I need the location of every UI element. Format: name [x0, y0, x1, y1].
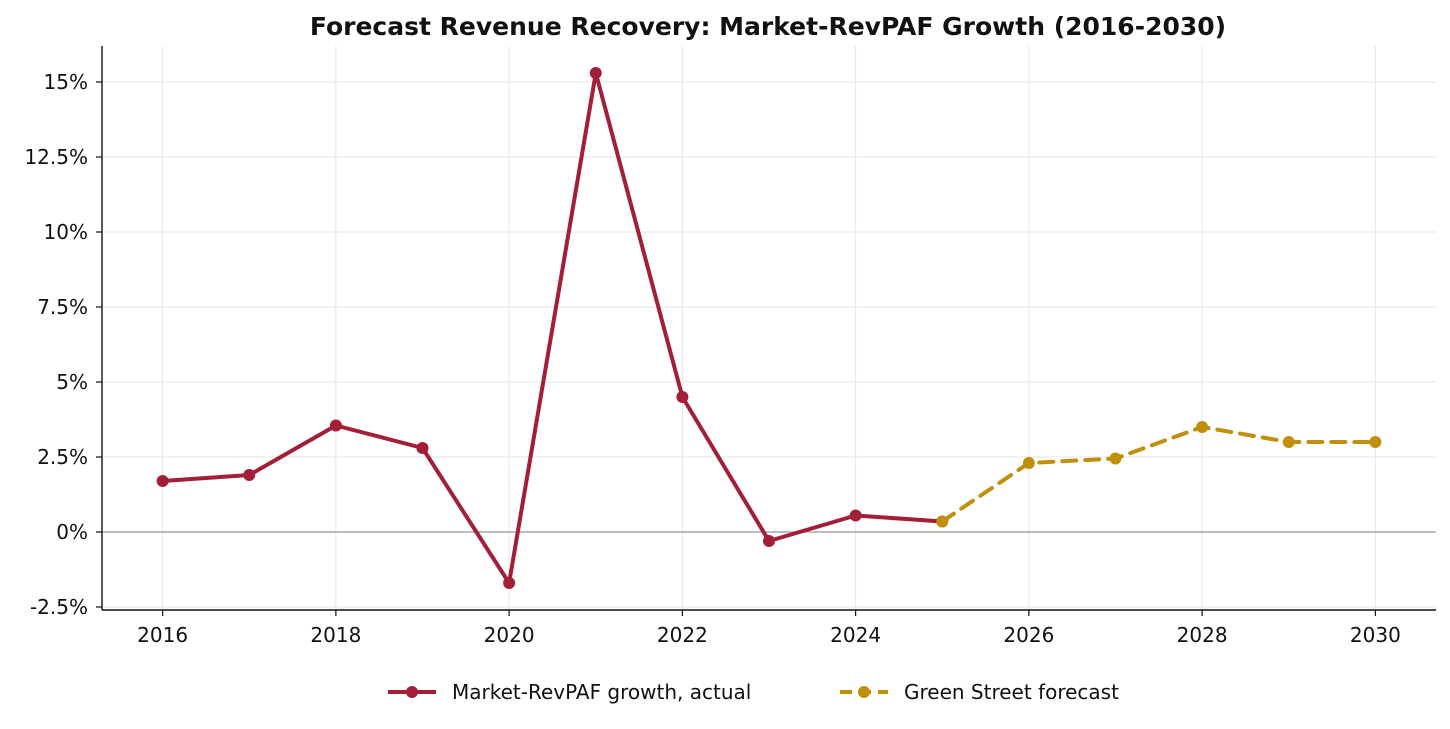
x-tick-label: 2022 — [657, 623, 708, 647]
data-point-forecast — [1196, 421, 1209, 433]
x-tick-label: 2016 — [137, 623, 188, 647]
series-layer — [156, 67, 1382, 589]
data-point-actual — [849, 509, 862, 522]
data-point-actual — [763, 535, 775, 547]
tick-labels: 2016 2018 2020 2022 2024 2026 2028 2030 -2.5% 0% 2… — [24, 70, 1400, 647]
data-point-forecast — [1282, 436, 1295, 448]
y-tick-label: 5% — [56, 370, 88, 394]
legend-label: Market-RevPAF growth, actual — [452, 680, 751, 704]
data-point-forecast — [1369, 436, 1382, 448]
data-point-actual — [329, 419, 342, 432]
x-tick-label: 2024 — [830, 623, 881, 647]
data-point-actual — [589, 67, 602, 79]
legend: Market-RevPAF growth, actual Green Street… — [388, 680, 1119, 704]
data-point-actual — [416, 442, 429, 454]
series-line-forecast — [940, 425, 1378, 524]
data-point-actual — [243, 469, 256, 481]
y-tick-label: 2.5% — [37, 445, 88, 469]
y-tick-label: 0% — [56, 520, 88, 544]
data-point-actual — [676, 391, 689, 403]
grid — [102, 46, 1436, 610]
y-tick-label: 7.5% — [37, 295, 88, 319]
legend-label: Green Street forecast — [904, 680, 1119, 704]
x-tick-label: 2020 — [484, 623, 535, 647]
data-point-actual — [156, 475, 169, 487]
axes — [101, 46, 1436, 611]
data-point-forecast — [1109, 452, 1122, 465]
series-line-actual — [160, 71, 945, 585]
y-tick-label: -2.5% — [30, 595, 88, 619]
x-tick-label: 2030 — [1350, 623, 1401, 647]
data-point-forecast — [936, 515, 949, 528]
y-tick-label: 12.5% — [24, 145, 88, 169]
legend-marker — [858, 686, 870, 698]
x-tick-label: 2028 — [1177, 623, 1228, 647]
y-tick-label: 10% — [44, 220, 88, 244]
data-point-actual — [503, 577, 516, 589]
data-point-forecast — [1022, 457, 1035, 469]
chart-title: Forecast Revenue Recovery: Market-RevPAF… — [310, 12, 1226, 41]
legend-marker — [406, 686, 418, 698]
x-tick-label: 2018 — [310, 623, 361, 647]
x-tick-label: 2026 — [1003, 623, 1054, 647]
y-tick-label: 15% — [44, 70, 88, 94]
